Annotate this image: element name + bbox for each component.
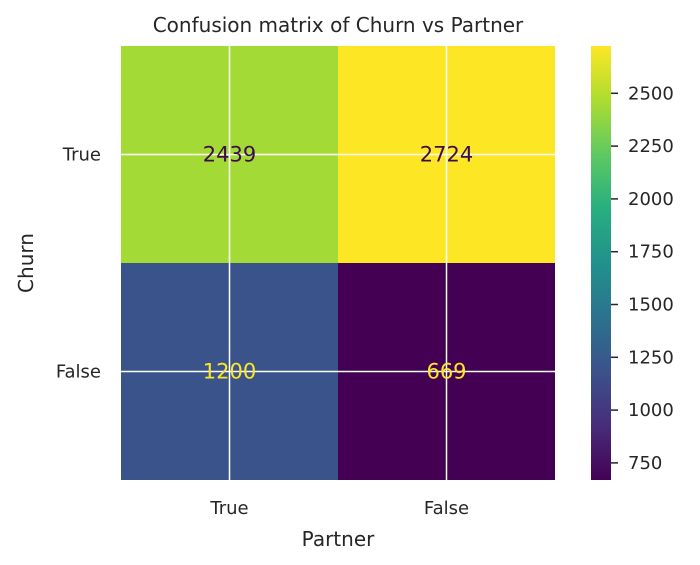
x-axis-label: Partner [302,527,375,551]
y-tick-label: True [62,145,101,166]
y-axis-ticks: True False [56,145,101,383]
y-tick-label: False [56,362,101,383]
x-tick-label: True [209,498,248,519]
colorbar-tick-label: 2000 [628,189,674,210]
colorbar [591,46,611,480]
colorbar-tick-label: 1250 [628,347,674,368]
colorbar-tick-label: 2250 [628,136,674,157]
cell-value-label: 1200 [203,360,256,384]
colorbar-ticks: 750 1000 1250 1500 1750 2000 2250 2500 [611,83,674,474]
colorbar-tick-label: 1500 [628,294,674,315]
heatmap-cells [121,46,555,480]
colorbar-tick-label: 750 [628,453,662,474]
x-axis-ticks: True False [209,498,469,519]
chart-title: Confusion matrix of Churn vs Partner [153,13,524,37]
colorbar-tick-label: 1000 [628,400,674,421]
x-tick-label: False [424,498,469,519]
y-axis-label: Churn [14,233,38,293]
gridlines [121,46,555,480]
colorbar-tick-label: 2500 [628,83,674,104]
cell-value-label: 669 [426,360,466,384]
cell-value-label: 2439 [203,143,256,167]
cell-value-label: 2724 [420,143,473,167]
colorbar-tick-label: 1750 [628,242,674,263]
cell-value-labels: 2439 2724 1200 669 [203,143,473,384]
